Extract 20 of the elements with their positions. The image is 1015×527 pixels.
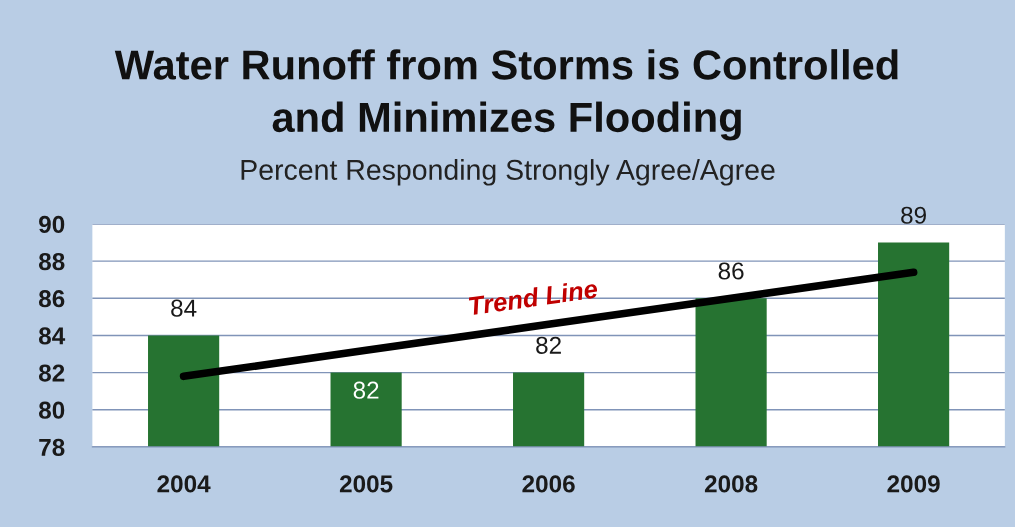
y-tick-label: 80 [38,401,65,419]
x-tick-label: 2008 [704,475,758,493]
chart-title: Water Runoff from Storms is Controlled and Minimizes Flooding [114,49,898,141]
x-tick-label: 2009 [887,475,940,493]
annotation: Trend Line [468,278,599,316]
y-tick-label: 88 [38,252,65,271]
y-tick-label: 86 [38,290,65,308]
x-tick-label: 2005 [339,475,393,493]
data-label: 84 [171,299,197,317]
data-label: 89 [901,206,926,224]
y-tick-label: 78 [39,438,65,456]
y-tick-label: 84 [38,327,66,345]
chart-subtitle: Percent Responding Strongly Agree/Agree [241,159,775,186]
data-label: 86 [718,262,744,280]
y-tick-label: 82 [38,364,65,382]
data-label: 82 [536,336,561,354]
x-tick-label: 2006 [522,475,575,493]
y-tick-label: 90 [39,215,65,234]
x-tick-label: 2004 [157,475,211,493]
data-label: 82 [353,381,379,399]
